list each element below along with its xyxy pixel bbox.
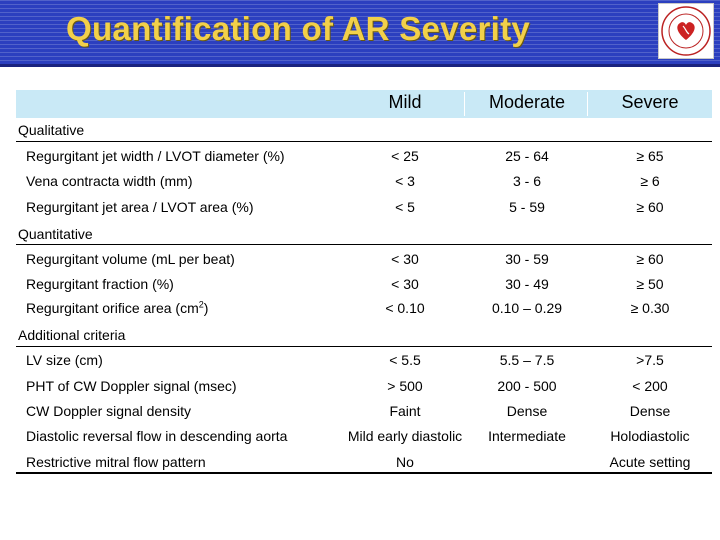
cell-severe: < 200 xyxy=(632,378,668,394)
cell-mild: < 25 xyxy=(391,148,419,164)
cell-severe: ≥ 50 xyxy=(636,276,664,292)
row-label: Regurgitant fraction (%) xyxy=(26,276,174,292)
row-label: PHT of CW Doppler signal (msec) xyxy=(26,378,237,394)
row-label: CW Doppler signal density xyxy=(26,403,191,419)
cell-mild: < 30 xyxy=(391,276,419,292)
row-label: Restrictive mitral flow pattern xyxy=(26,454,206,470)
hospital-logo-icon xyxy=(658,3,714,59)
cell-severe: >7.5 xyxy=(636,352,664,368)
section-additional: Additional criteria xyxy=(18,327,126,343)
cell-mild: < 5.5 xyxy=(389,352,421,368)
table-header-row xyxy=(16,90,712,118)
header-severe: Severe xyxy=(621,92,679,112)
cell-severe: ≥ 60 xyxy=(636,251,664,267)
cell-mild: < 5 xyxy=(395,199,415,215)
row-label: Vena contracta width (mm) xyxy=(26,173,193,189)
cell-moderate: Intermediate xyxy=(488,428,566,444)
cell-moderate: 200 - 500 xyxy=(497,378,557,394)
section-qualitative: Qualitative xyxy=(18,122,85,138)
header-separator xyxy=(587,92,588,116)
section-quantitative: Quantitative xyxy=(18,226,93,242)
row-label: LV size (cm) xyxy=(26,352,103,368)
cell-mild: Faint xyxy=(389,403,421,419)
cell-moderate: 5 - 59 xyxy=(509,199,545,215)
cell-mild: Mild early diastolic xyxy=(347,428,463,444)
row-label-superscript: 2 xyxy=(198,299,204,310)
cell-mild: No xyxy=(396,454,414,470)
cell-mild: < 30 xyxy=(391,251,419,267)
cell-severe: Holodiastolic xyxy=(610,428,690,444)
section-rule xyxy=(16,346,712,347)
row-label-text: Regurgitant orifice area (cm xyxy=(26,300,199,316)
cell-severe: Acute setting xyxy=(609,454,691,470)
row-label: Regurgitant jet width / LVOT diameter (%… xyxy=(26,148,285,164)
cell-severe: ≥ 0.30 xyxy=(630,300,670,316)
cell-moderate: 0.10 – 0.29 xyxy=(491,300,563,316)
cell-mild: > 500 xyxy=(387,378,423,394)
row-label: Regurgitant jet area / LVOT area (%) xyxy=(26,199,254,215)
section-rule xyxy=(16,141,712,142)
section-rule xyxy=(16,244,712,245)
cell-moderate: 3 - 6 xyxy=(512,173,541,189)
cell-moderate: 30 - 59 xyxy=(505,251,549,267)
cell-moderate: Dense xyxy=(506,403,548,419)
row-label-end: ) xyxy=(203,300,209,316)
cell-severe: ≥ 60 xyxy=(636,199,664,215)
cell-severe: Dense xyxy=(629,403,671,419)
cell-moderate: 30 - 49 xyxy=(505,276,549,292)
cell-mild: < 0.10 xyxy=(385,300,425,316)
header-mild: Mild xyxy=(388,92,422,112)
row-label: Regurgitant orifice area (cm2) xyxy=(26,300,208,316)
cell-severe: ≥ 6 xyxy=(640,173,660,189)
cell-mild: < 3 xyxy=(395,173,415,189)
row-label: Diastolic reversal flow in descending ao… xyxy=(26,428,288,444)
page-title: Quantification of AR Severity xyxy=(66,10,531,47)
table-bottom-rule xyxy=(16,472,712,474)
header-separator xyxy=(464,92,465,116)
banner-underline xyxy=(0,64,720,67)
cell-moderate: 5.5 – 7.5 xyxy=(499,352,555,368)
header-moderate: Moderate xyxy=(488,92,566,112)
cell-moderate: 25 - 64 xyxy=(505,148,549,164)
cell-severe: ≥ 65 xyxy=(636,148,664,164)
row-label: Regurgitant volume (mL per beat) xyxy=(26,251,235,267)
title-banner xyxy=(0,0,720,64)
